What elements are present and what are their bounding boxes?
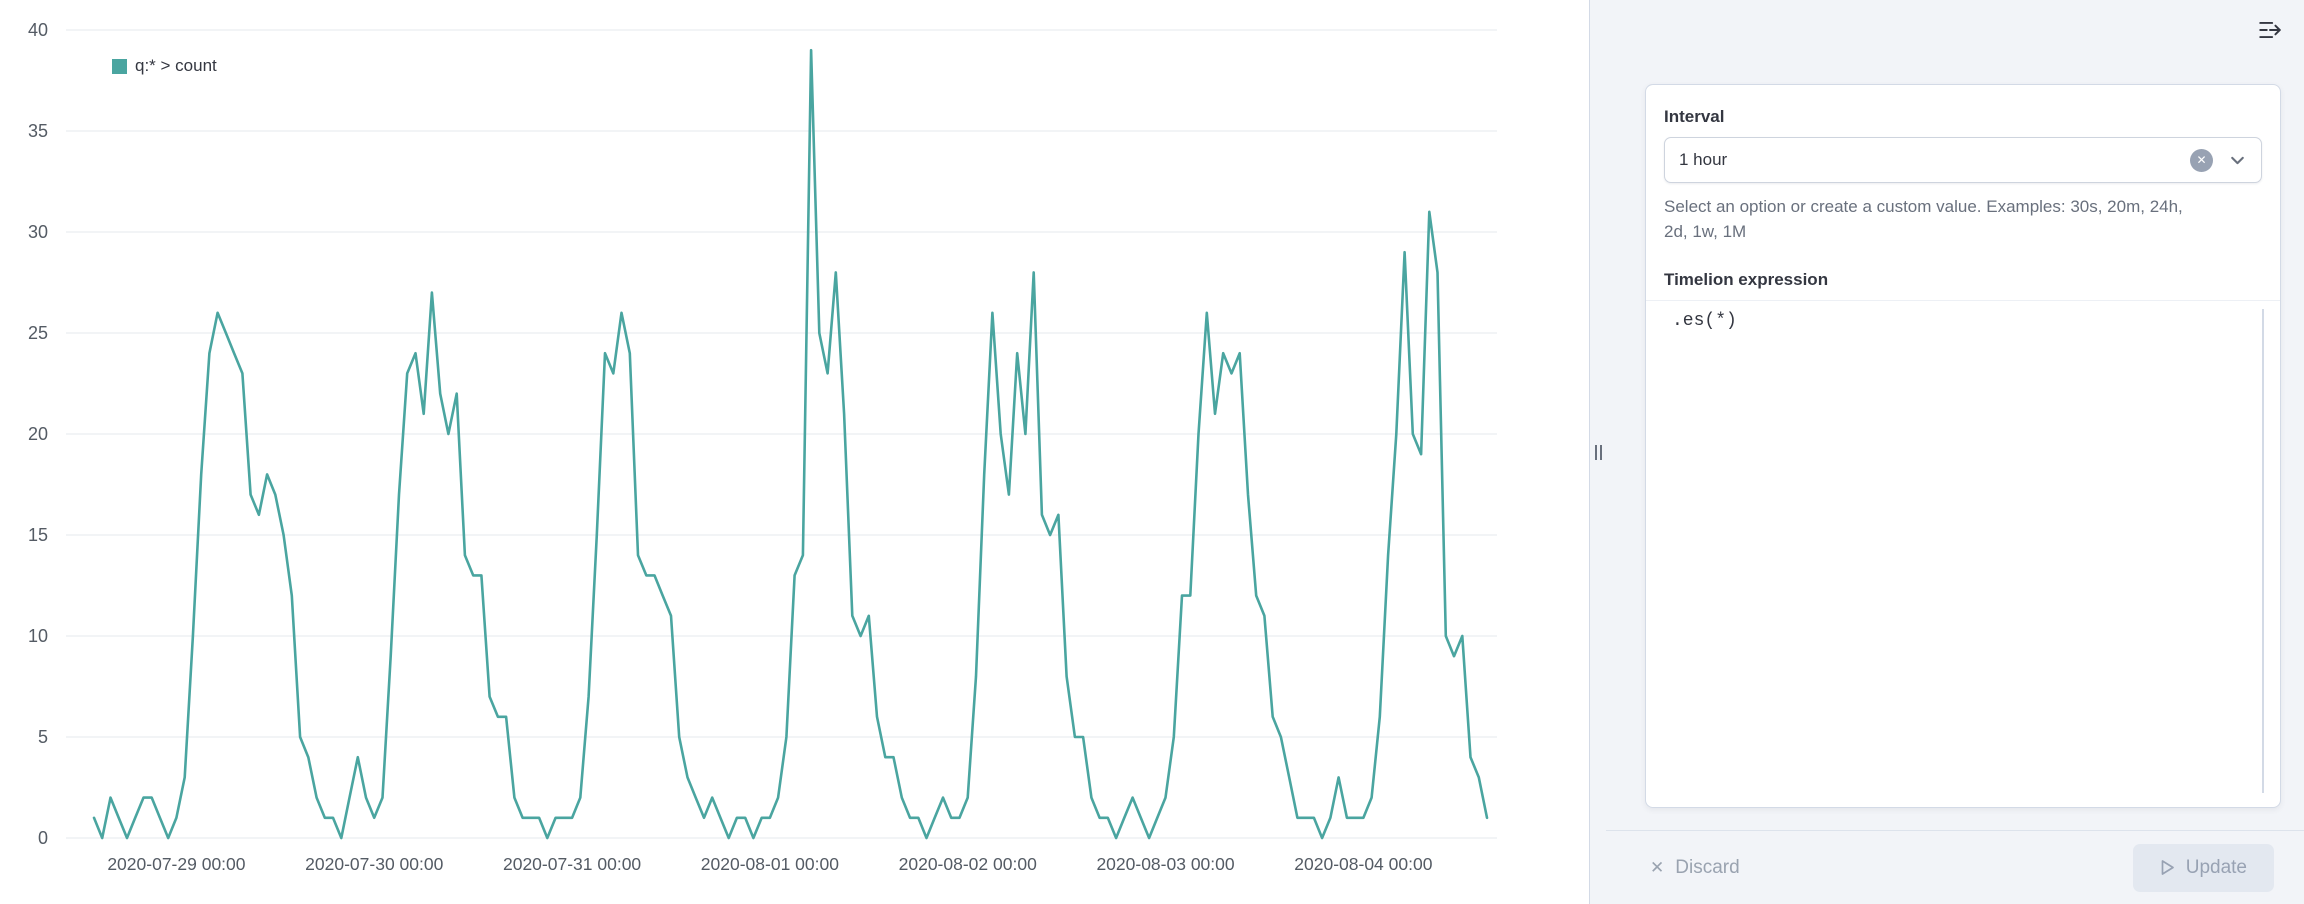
menu-right-icon-glyph: [2259, 21, 2281, 39]
play-icon: [2161, 860, 2174, 875]
chart-legend-item[interactable]: q:* > count: [112, 56, 217, 76]
svg-text:2020-08-02 00:00: 2020-08-02 00:00: [899, 854, 1037, 874]
panel-resizer[interactable]: [1590, 0, 1606, 904]
legend-color-swatch: [112, 58, 127, 74]
svg-text:0: 0: [38, 828, 48, 848]
svg-text:35: 35: [28, 121, 48, 141]
svg-text:2020-07-30 00:00: 2020-07-30 00:00: [305, 854, 443, 874]
svg-text:2020-08-03 00:00: 2020-08-03 00:00: [1096, 854, 1234, 874]
svg-text:5: 5: [38, 727, 48, 747]
clear-icon[interactable]: ✕: [2190, 148, 2213, 172]
svg-text:25: 25: [28, 323, 48, 343]
interval-combobox[interactable]: 1 hour ✕: [1664, 137, 2262, 183]
menu-right-icon[interactable]: [2254, 14, 2286, 46]
svg-text:2020-08-04 00:00: 2020-08-04 00:00: [1294, 854, 1432, 874]
svg-text:30: 30: [28, 222, 48, 242]
timelion-options-panel: Interval 1 hour ✕ Select an option or cr…: [1606, 0, 2304, 904]
editor-scrollbar[interactable]: [2262, 309, 2264, 793]
svg-text:2020-07-29 00:00: 2020-07-29 00:00: [107, 854, 245, 874]
timelion-expression-editor[interactable]: .es(*): [1646, 300, 2280, 807]
discard-button[interactable]: ✕ Discard: [1650, 857, 1740, 879]
interval-help-text: Select an option or create a custom valu…: [1664, 197, 2183, 241]
discard-button-label: Discard: [1675, 856, 1740, 878]
svg-text:10: 10: [28, 626, 48, 646]
chevron-down-icon[interactable]: [2228, 151, 2247, 170]
close-icon: ✕: [1650, 858, 1665, 877]
update-button-label: Update: [2185, 856, 2247, 878]
resizer-grip-icon: [1594, 444, 1602, 460]
svg-text:15: 15: [28, 525, 48, 545]
update-button[interactable]: Update: [2132, 843, 2274, 892]
expression-options-card: Interval 1 hour ✕ Select an option or cr…: [1645, 84, 2281, 808]
interval-selected-value: 1 hour: [1679, 150, 1728, 169]
expression-label: Timelion expression: [1664, 270, 1829, 290]
interval-label: Interval: [1664, 107, 1725, 126]
timelion-chart-svg: 0 5 10 15 20 25 30 35 40 2020-07-29 00:00 2020-07-…: [28, 20, 1497, 874]
timelion-expression-value: .es(*): [1672, 311, 1737, 332]
svg-text:20: 20: [28, 424, 48, 444]
panel-footer: ✕ Discard Update: [1606, 830, 2304, 904]
legend-series-label: q:* > count: [135, 56, 217, 75]
svg-text:40: 40: [28, 20, 48, 40]
svg-text:2020-07-31 00:00: 2020-07-31 00:00: [503, 854, 641, 874]
svg-text:2020-08-01 00:00: 2020-08-01 00:00: [701, 854, 839, 874]
timelion-chart-panel: 0 5 10 15 20 25 30 35 40 2020-07-29 00:00 2020-07-…: [27, 0, 1590, 904]
